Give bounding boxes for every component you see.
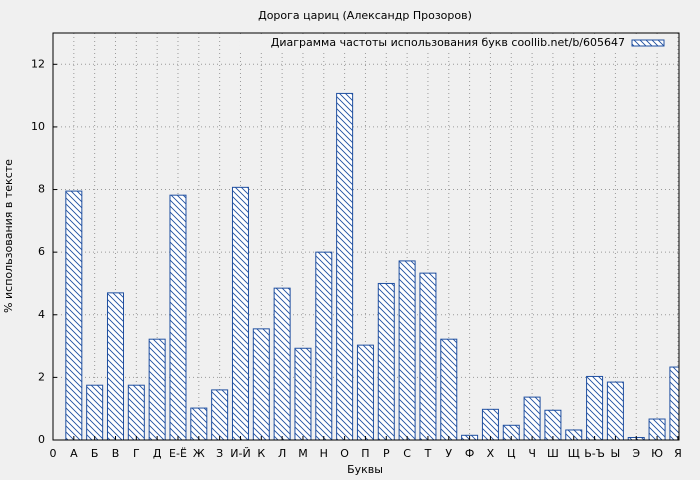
bar xyxy=(273,287,291,440)
x-axis-label: Буквы xyxy=(347,463,383,476)
bar xyxy=(377,282,395,440)
x-tick-label: Ю xyxy=(651,447,663,460)
x-tick-label: У xyxy=(445,447,452,460)
x-tick-label: Ц xyxy=(507,447,516,460)
x-tick-label: Р xyxy=(383,447,390,460)
x-tick-label: Я xyxy=(674,447,682,460)
bar xyxy=(586,375,604,440)
bar xyxy=(315,251,333,440)
x-tick-label: Ь-Ъ xyxy=(584,447,605,460)
y-tick-label: 4 xyxy=(38,308,45,321)
x-tick-label: Н xyxy=(320,447,328,460)
bar xyxy=(440,338,458,440)
x-tick-label: И-Й xyxy=(230,447,250,460)
bar xyxy=(127,384,145,440)
bar xyxy=(106,292,124,440)
x-tick-label: К xyxy=(257,447,265,460)
bar xyxy=(481,408,499,440)
x-tick-label: В xyxy=(112,447,120,460)
bar xyxy=(398,260,416,440)
bar xyxy=(606,381,624,440)
y-tick-label: 0 xyxy=(38,433,45,446)
bar xyxy=(231,186,249,440)
y-axis-label: % использования в тексте xyxy=(2,159,15,313)
y-tick-label: 8 xyxy=(38,183,45,196)
legend-background xyxy=(240,35,676,51)
x-tick-label: З xyxy=(216,447,223,460)
bar xyxy=(65,190,83,440)
legend-swatch xyxy=(631,39,665,47)
bar xyxy=(211,389,229,440)
chart-title: Дорога цариц (Александр Прозоров) xyxy=(258,9,472,22)
bar xyxy=(356,344,374,440)
bars xyxy=(65,92,679,440)
x-tick-label: Д xyxy=(153,447,162,460)
x-tick-label: Б xyxy=(91,447,99,460)
bar xyxy=(419,272,437,440)
x-tick-label: Э xyxy=(632,447,640,460)
x-tick-label: 0 xyxy=(50,447,57,460)
x-tick-label: Т xyxy=(424,447,432,460)
y-tick-label: 6 xyxy=(38,245,45,258)
bar xyxy=(336,92,354,440)
plot-frame xyxy=(52,32,680,441)
bar xyxy=(252,328,270,440)
x-tick-label: Х xyxy=(487,447,495,460)
x-tick-label: Щ xyxy=(568,447,580,460)
bar xyxy=(190,407,208,440)
x-tick-label: С xyxy=(403,447,411,460)
bar xyxy=(523,396,541,440)
x-tick-label: Ш xyxy=(547,447,559,460)
x-tick-label: Г xyxy=(133,447,140,460)
x-tick-label: Ы xyxy=(611,447,621,460)
x-tick-label: А xyxy=(70,447,78,460)
bar xyxy=(544,409,562,440)
x-tick-label: М xyxy=(298,447,308,460)
bar xyxy=(169,194,187,440)
bar xyxy=(294,347,312,440)
y-tick-label: 12 xyxy=(31,57,45,70)
x-tick-label: Е-Ё xyxy=(169,447,187,460)
x-tick-label: Л xyxy=(278,447,286,460)
x-tick-label: Ж xyxy=(193,447,205,460)
bar xyxy=(148,338,166,440)
legend-label: Диаграмма частоты использования букв coo… xyxy=(271,36,625,49)
bar xyxy=(86,384,104,440)
x-tick-label: Ч xyxy=(528,447,536,460)
y-tick-label: 2 xyxy=(38,370,45,383)
y-tick-label: 10 xyxy=(31,120,45,133)
x-tick-label: П xyxy=(361,447,369,460)
x-tick-label: Ф xyxy=(465,447,474,460)
x-tick-label: О xyxy=(340,447,349,460)
